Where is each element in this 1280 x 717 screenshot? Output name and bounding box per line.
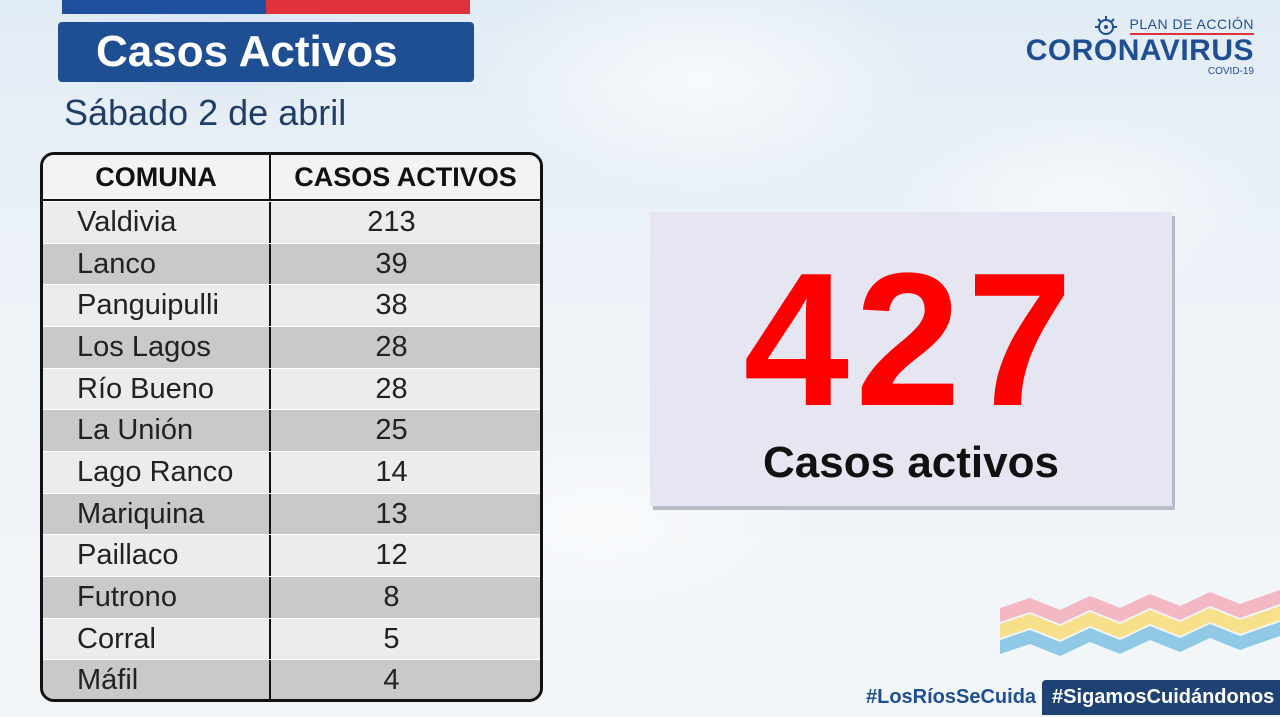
- casos-cell: 25: [375, 414, 408, 447]
- header-casos-activos: CASOS ACTIVOS: [294, 161, 517, 192]
- flag-red-segment: [266, 0, 470, 14]
- casos-cell: 12: [375, 539, 408, 572]
- decorative-waves: [1000, 590, 1280, 656]
- logo-sub-text: COVID-19: [1207, 66, 1254, 77]
- casos-cell: 213: [367, 205, 416, 238]
- flag-stripe: [62, 0, 470, 14]
- table-row: Máfil 4: [43, 659, 540, 699]
- comuna-cell: Futrono: [43, 577, 271, 618]
- comuna-cell: Paillaco: [43, 535, 271, 577]
- total-card: 427 Casos activos: [650, 212, 1172, 506]
- comuna-cell: Corral: [43, 618, 271, 660]
- comuna-cell: Lanco: [43, 243, 271, 285]
- table-row: Futrono 8: [43, 576, 540, 618]
- comuna-cell: La Unión: [43, 410, 271, 452]
- table-row: Paillaco 12: [43, 534, 540, 577]
- logo-main-text: CORONAVIRUS: [1025, 34, 1254, 67]
- hashtags: #LosRíosSeCuida #SigamosCuidándonos: [860, 680, 1280, 715]
- table-row: Los Lagos 28: [43, 326, 540, 368]
- hashtag-los-rios: #LosRíosSeCuida: [866, 686, 1037, 708]
- total-number: 427: [743, 234, 1079, 446]
- table-row: Lago Ranco 14: [43, 451, 540, 493]
- comuna-cell: Río Bueno: [43, 368, 271, 410]
- table-header: COMUNA CASOS ACTIVOS: [43, 155, 540, 201]
- casos-cell: 8: [383, 580, 400, 613]
- table-body: Valdivia 213 Lanco 39 Panguipulli 38 Los Lagos…: [43, 201, 540, 699]
- casos-cell: 5: [383, 622, 400, 655]
- table-row: La Unión 25: [43, 409, 540, 452]
- casos-cell: 39: [375, 247, 408, 280]
- comuna-cell: Valdivia: [43, 202, 271, 243]
- comuna-cell: Panguipulli: [43, 285, 271, 327]
- casos-cell: 13: [375, 497, 408, 530]
- table-row: Lanco 39: [43, 242, 540, 285]
- table-row: Corral 5: [43, 617, 540, 660]
- casos-cell: 14: [375, 455, 408, 488]
- logo-plan-text: PLAN DE ACCIÓN: [1129, 16, 1254, 35]
- hashtag-sigamos: #SigamosCuidándonos: [1042, 680, 1280, 715]
- comuna-cell: Los Lagos: [43, 327, 271, 368]
- comuna-cell: Lago Ranco: [43, 452, 271, 493]
- total-label: Casos activos: [763, 438, 1059, 487]
- title-banner: Casos Activos: [58, 22, 474, 82]
- casos-cell: 28: [375, 372, 408, 405]
- casos-cell: 28: [375, 330, 408, 363]
- virus-icon: [1094, 16, 1117, 35]
- table-row: Mariquina 13: [43, 492, 540, 535]
- table-row: Valdivia 213: [43, 201, 540, 243]
- page-title: Casos Activos: [96, 27, 398, 76]
- report-date: Sábado 2 de abril: [64, 92, 347, 133]
- flag-blue-segment: [62, 0, 266, 14]
- cases-table: COMUNA CASOS ACTIVOS Valdivia 213 Lanco 39 P…: [40, 152, 543, 702]
- casos-cell: 4: [383, 664, 400, 697]
- casos-cell: 38: [375, 289, 408, 322]
- comuna-cell: Máfil: [43, 660, 271, 699]
- table-row: Panguipulli 38: [43, 284, 540, 327]
- coronavirus-plan-logo: PLAN DE ACCIÓN CORONAVIRUS COVID-19: [1014, 14, 1254, 84]
- comuna-cell: Mariquina: [43, 493, 271, 535]
- table-row: Río Bueno 28: [43, 367, 540, 410]
- header-comuna: COMUNA: [43, 155, 271, 199]
